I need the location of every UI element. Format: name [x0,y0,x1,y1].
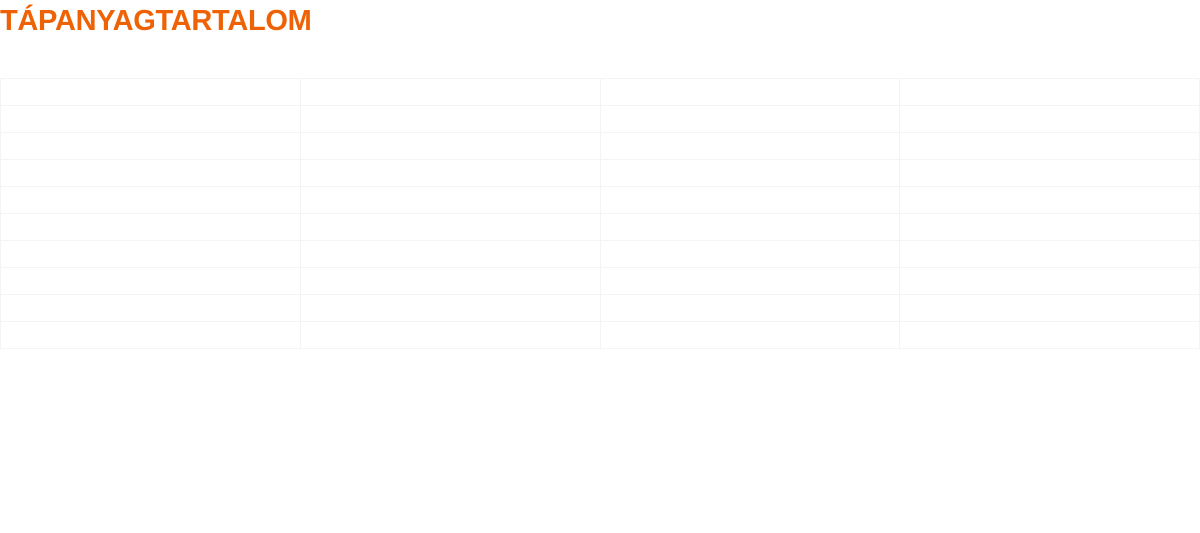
table-row [0,186,1200,214]
table-cell [0,267,301,295]
table-cell [899,240,1200,268]
table-cell [0,105,301,133]
table-cell [299,105,601,133]
table-cell [0,159,301,187]
table-row [0,105,1200,133]
table-row [0,159,1200,187]
table-row [0,78,1200,106]
table-cell [0,186,301,214]
table-cell [599,294,901,322]
table-cell [899,294,1200,322]
table-cell [899,105,1200,133]
table-cell [299,321,601,349]
table-row [0,294,1200,322]
table-row [0,132,1200,160]
table-cell [299,159,601,187]
table-cell [899,267,1200,295]
section-title: TÁPANYAGTARTALOM [0,5,312,37]
table-cell [599,321,901,349]
table-row [0,267,1200,295]
table-cell [0,321,301,349]
table-cell [599,240,901,268]
nutrition-table [0,78,1200,349]
table-cell [0,240,301,268]
table-cell [599,105,901,133]
table-cell [299,186,601,214]
table-row [0,240,1200,268]
table-cell [599,159,901,187]
table-cell [599,186,901,214]
table-cell [299,240,601,268]
table-cell [299,132,601,160]
table-cell [599,267,901,295]
table-cell [0,132,301,160]
table-cell [899,186,1200,214]
table-cell [599,132,901,160]
table-row [0,321,1200,349]
table-cell [899,213,1200,241]
table-cell [899,78,1200,106]
table-cell [599,78,901,106]
table-cell [0,213,301,241]
table-row [0,213,1200,241]
table-cell [299,78,601,106]
table-cell [299,294,601,322]
table-cell [899,132,1200,160]
table-cell [899,159,1200,187]
table-cell [299,267,601,295]
table-cell [599,213,901,241]
table-cell [0,78,301,106]
table-cell [899,321,1200,349]
table-cell [0,294,301,322]
table-cell [299,213,601,241]
